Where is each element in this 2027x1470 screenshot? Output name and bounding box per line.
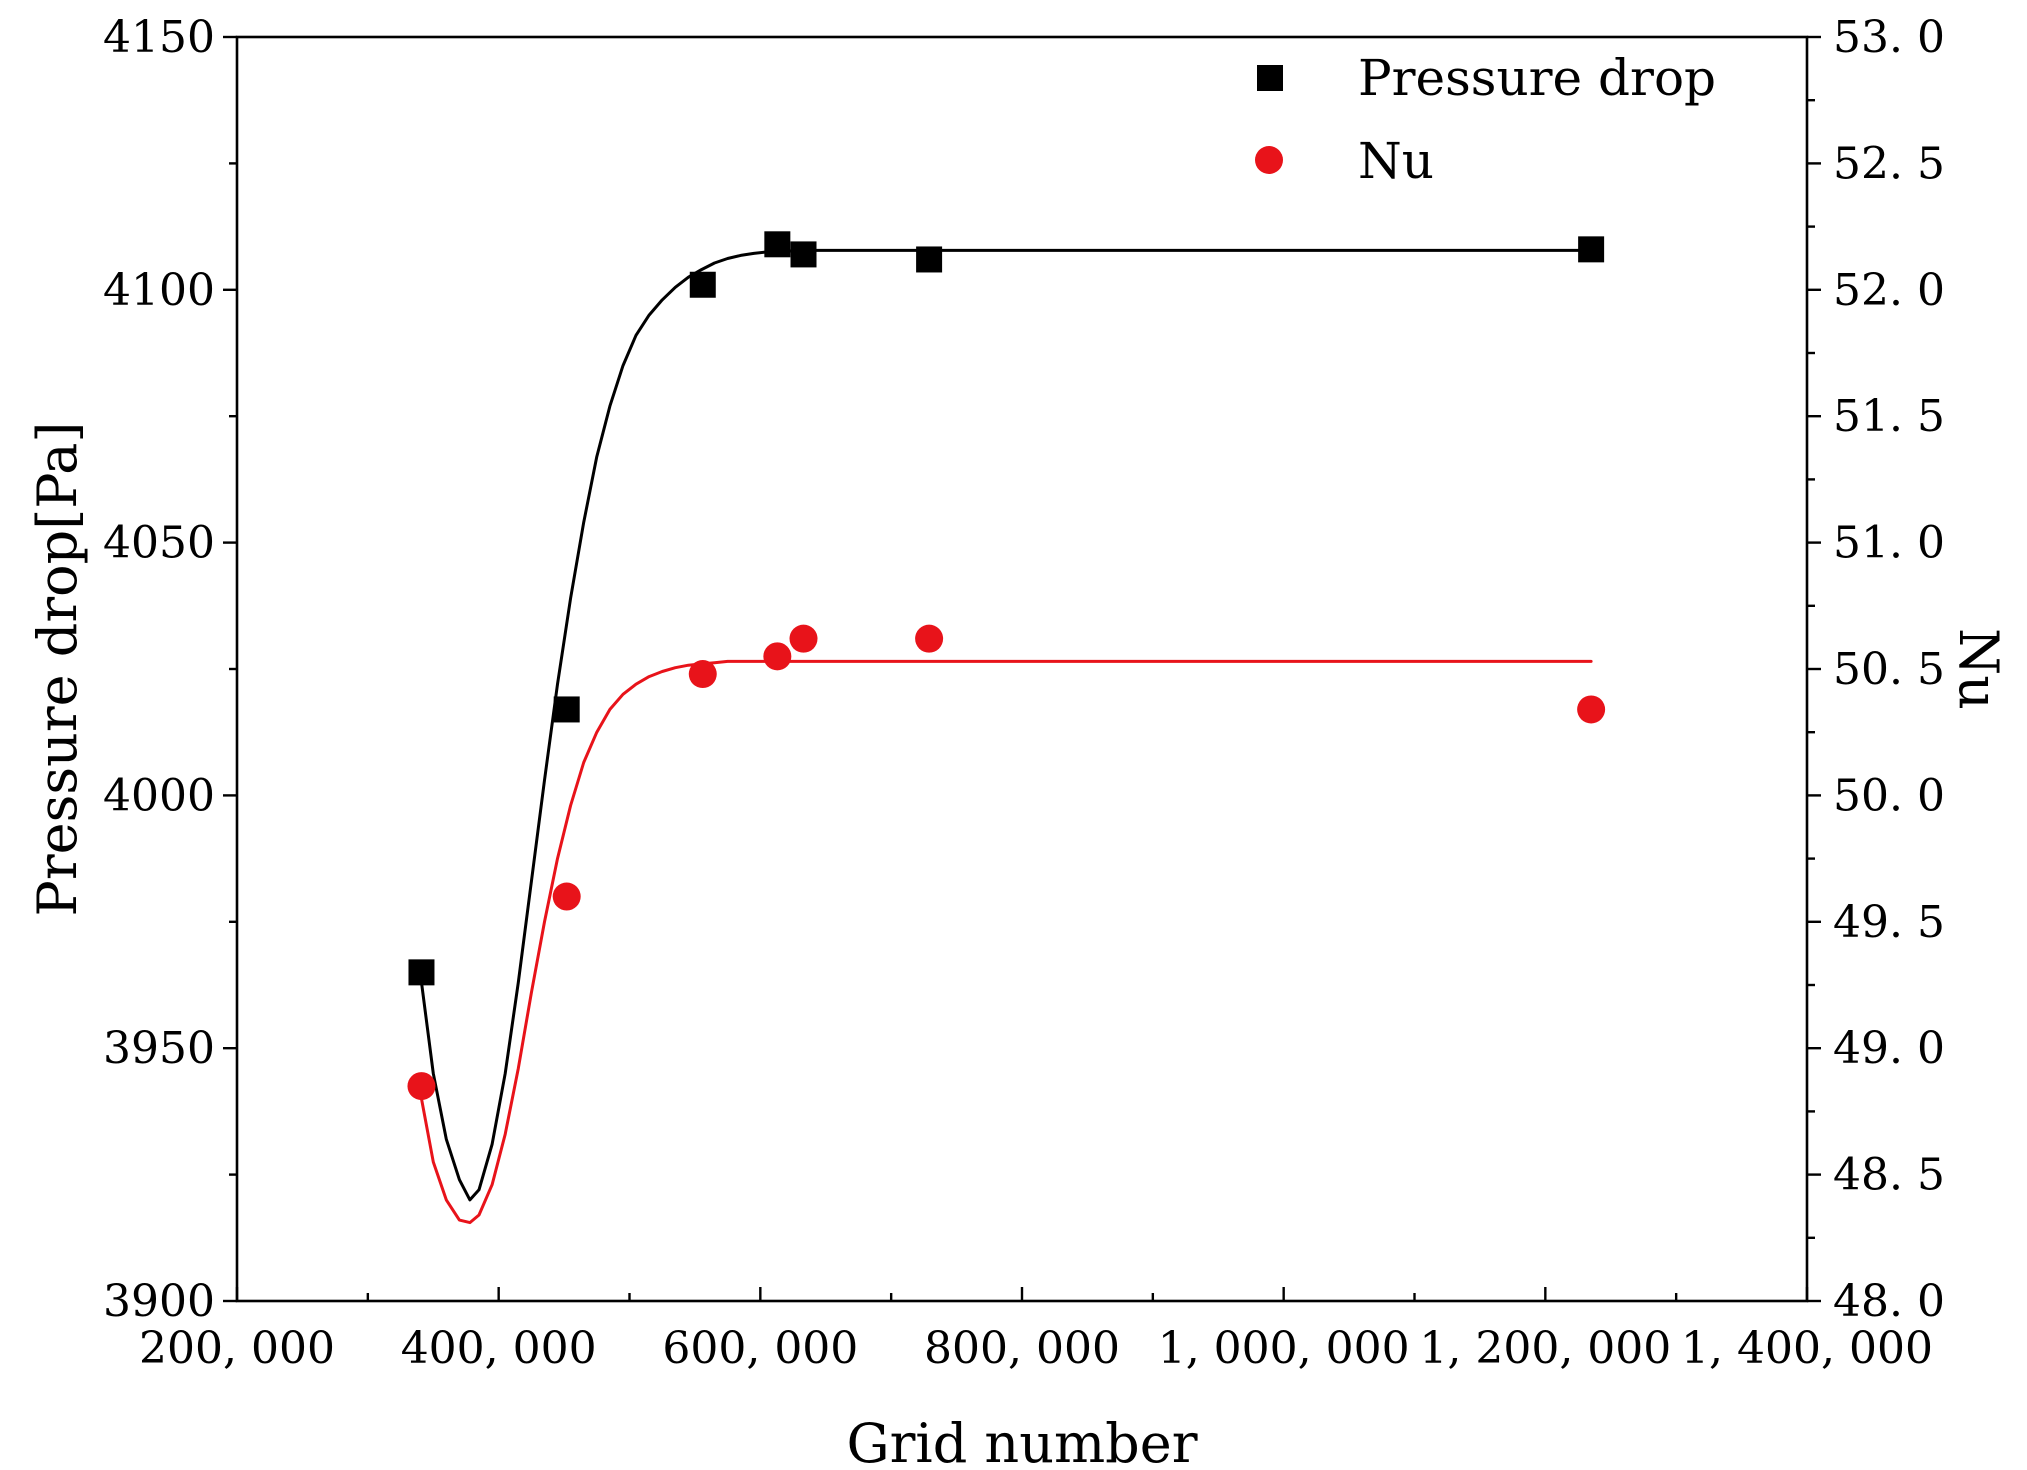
pressure-drop-point [764, 231, 791, 258]
y-tick-label: 3900 [103, 1276, 215, 1327]
pressure-drop-point [1578, 236, 1605, 263]
y2-axis-title: Nu [1947, 628, 2010, 710]
x-axis-title: Grid number [846, 1412, 1197, 1470]
legend-circle-marker [1255, 146, 1283, 174]
legend: Pressure drop Nu [1255, 49, 1716, 190]
x-tick-label: 200, 000 [139, 1323, 335, 1374]
y2-tick-label: 49. 0 [1833, 1023, 1945, 1074]
pressure-drop-point [916, 246, 943, 273]
nu-fit-curve [420, 659, 1593, 1225]
x-tick-label: 1, 200, 000 [1419, 1323, 1671, 1374]
pressure-drop-point [689, 271, 716, 298]
nu-point [789, 624, 818, 653]
y-tick-label: 3950 [103, 1023, 215, 1074]
y2-tick-label: 48. 5 [1833, 1150, 1945, 1201]
nu-point [915, 624, 944, 653]
y-tick-label: 4150 [103, 12, 215, 63]
legend-square-marker [1257, 65, 1283, 91]
y2-tick-label: 51. 0 [1833, 518, 1945, 569]
y2-tick-label: 50. 0 [1833, 770, 1945, 821]
y2-tick-label: 52. 5 [1833, 138, 1945, 189]
y2-tick-label: 52. 0 [1833, 265, 1945, 316]
nu-point [1577, 695, 1606, 724]
pressure-drop-point [408, 959, 435, 986]
legend-label-pressure-drop: Pressure drop [1358, 49, 1716, 107]
x-tick-label: 600, 000 [662, 1323, 858, 1374]
legend-label-nu: Nu [1358, 132, 1434, 190]
y2-tick-label: 48. 0 [1833, 1276, 1945, 1327]
nu-point [407, 1072, 436, 1101]
nu-point [552, 882, 581, 911]
pressure-drop-point [790, 241, 817, 268]
x-tick-label: 1, 000, 000 [1158, 1323, 1410, 1374]
y2-tick-label: 53. 0 [1833, 12, 1945, 63]
pressure-drop-fit-curve [420, 248, 1593, 1202]
nu-point [688, 660, 717, 689]
y2-tick-label: 49. 5 [1833, 897, 1945, 948]
plot-frame [235, 35, 1809, 1303]
pressure-drop-point [553, 696, 580, 723]
x-tick-label: 1, 400, 000 [1681, 1323, 1933, 1374]
y-tick-label: 4050 [103, 518, 215, 569]
y-tick-label: 4100 [103, 265, 215, 316]
y-axis-title: Pressure drop[Pa] [26, 422, 89, 917]
y2-tick-label: 51. 5 [1833, 391, 1945, 442]
x-tick-label: 800, 000 [924, 1323, 1120, 1374]
y-tick-label: 4000 [103, 770, 215, 821]
y2-tick-label: 50. 5 [1833, 644, 1945, 695]
x-tick-label: 400, 000 [401, 1323, 597, 1374]
nu-point [763, 642, 792, 671]
